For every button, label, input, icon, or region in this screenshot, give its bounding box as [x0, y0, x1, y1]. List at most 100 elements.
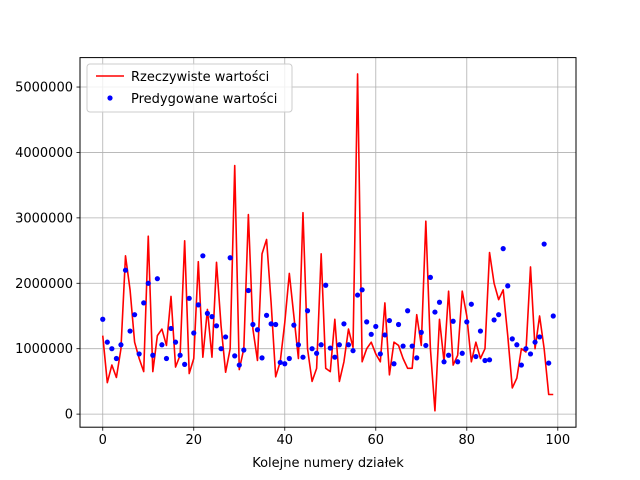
data-point-predicted: [486, 357, 493, 363]
data-point-predicted: [177, 352, 183, 358]
series-layer: [100, 73, 556, 412]
data-point-predicted: [341, 321, 347, 327]
data-point-predicted: [500, 246, 506, 252]
data-point-predicted: [100, 316, 106, 322]
data-point-predicted: [145, 280, 151, 286]
data-point-predicted: [118, 342, 124, 348]
data-point-predicted: [318, 342, 324, 348]
data-point-predicted: [386, 317, 393, 324]
data-point-predicted: [213, 323, 220, 329]
data-point-predicted: [441, 359, 447, 365]
data-point-predicted: [286, 355, 292, 362]
data-point-predicted: [468, 301, 474, 307]
data-point-predicted: [432, 309, 438, 315]
legend-box: [86, 63, 293, 113]
data-point-predicted: [505, 283, 511, 289]
data-point-predicted: [332, 354, 338, 360]
data-point-predicted: [304, 308, 311, 314]
data-point-predicted: [282, 361, 288, 367]
data-point-predicted: [295, 342, 302, 348]
data-point-predicted: [382, 332, 388, 338]
data-point-predicted: [159, 342, 165, 348]
x-tick-label: 40: [276, 433, 293, 448]
x-tick-label: 60: [368, 433, 385, 448]
y-tick-label: 5000000: [15, 81, 73, 96]
data-point-predicted: [518, 362, 524, 368]
data-point-predicted: [263, 312, 270, 318]
data-point-predicted: [377, 351, 383, 357]
data-point-predicted: [405, 308, 411, 314]
data-point-predicted: [172, 339, 179, 345]
data-point-predicted: [291, 322, 297, 328]
data-point-predicted: [373, 323, 379, 330]
data-point-predicted: [514, 342, 520, 348]
data-point-predicted: [314, 350, 320, 356]
y-tick-label: 3000000: [15, 211, 73, 226]
data-point-predicted: [323, 282, 329, 288]
data-point-predicted: [496, 312, 502, 318]
data-point-predicted: [204, 310, 211, 316]
data-point-predicted: [359, 287, 365, 293]
data-point-predicted: [163, 355, 170, 362]
data-point-predicted: [122, 267, 129, 273]
data-point-predicted: [104, 339, 110, 345]
legend-label-actual: Rzeczywiste wartości: [131, 70, 269, 85]
data-point-predicted: [109, 346, 115, 352]
legend-label-predicted: Predygowane wartości: [131, 92, 277, 107]
data-point-predicted: [336, 342, 342, 348]
series-line-actual: [101, 73, 554, 412]
y-tick-label: 1000000: [15, 342, 73, 357]
data-point-predicted: [400, 343, 406, 349]
data-point-predicted: [277, 359, 283, 366]
x-tick-label: 0: [99, 433, 107, 448]
data-point-predicted: [414, 355, 420, 361]
data-point-predicted: [482, 357, 488, 364]
data-point-predicted: [227, 255, 233, 261]
data-point-predicted: [186, 295, 192, 301]
data-point-predicted: [546, 360, 552, 366]
data-point-predicted: [445, 352, 452, 358]
data-point-predicted: [245, 287, 251, 294]
data-point-predicted: [259, 355, 265, 361]
plot-background: [80, 57, 576, 428]
data-point-predicted: [509, 336, 515, 342]
data-point-predicted: [300, 354, 306, 360]
data-point-predicted: [309, 346, 315, 352]
data-point-predicted: [364, 319, 370, 325]
data-point-predicted: [409, 343, 415, 349]
data-point-predicted: [236, 362, 242, 368]
legend: Rzeczywiste wartości Predygowane wartośc…: [86, 63, 293, 113]
data-point-predicted: [455, 359, 461, 365]
data-point-predicted: [459, 350, 465, 356]
data-point-predicted: [113, 355, 119, 362]
data-point-predicted: [273, 321, 279, 328]
data-point-predicted: [345, 342, 352, 348]
data-point-predicted: [477, 328, 484, 334]
data-point-predicted: [354, 292, 361, 298]
data-point-predicted: [127, 328, 133, 334]
y-tick-label: 2000000: [15, 277, 73, 292]
data-point-predicted: [550, 313, 556, 319]
data-point-predicted: [232, 353, 238, 359]
data-point-predicted: [182, 361, 188, 367]
data-point-predicted: [132, 312, 138, 318]
data-point-predicted: [541, 241, 547, 247]
data-point-predicted: [423, 342, 429, 349]
data-point-predicted: [418, 329, 424, 335]
data-point-predicted: [450, 318, 456, 324]
data-point-predicted: [491, 317, 497, 323]
data-point-predicted: [268, 321, 274, 327]
x-tick-label: 80: [459, 433, 476, 448]
data-point-predicted: [218, 346, 224, 352]
data-point-predicted: [523, 346, 529, 352]
x-tick-label: 20: [185, 433, 202, 448]
data-point-predicted: [154, 276, 160, 282]
data-point-predicted: [223, 334, 229, 340]
data-point-predicted: [532, 339, 538, 345]
data-point-predicted: [395, 321, 402, 328]
x-tick-label: 100: [545, 433, 570, 448]
data-point-predicted: [141, 300, 147, 306]
y-tick-label: 4000000: [15, 146, 73, 161]
data-point-predicted: [464, 319, 470, 325]
